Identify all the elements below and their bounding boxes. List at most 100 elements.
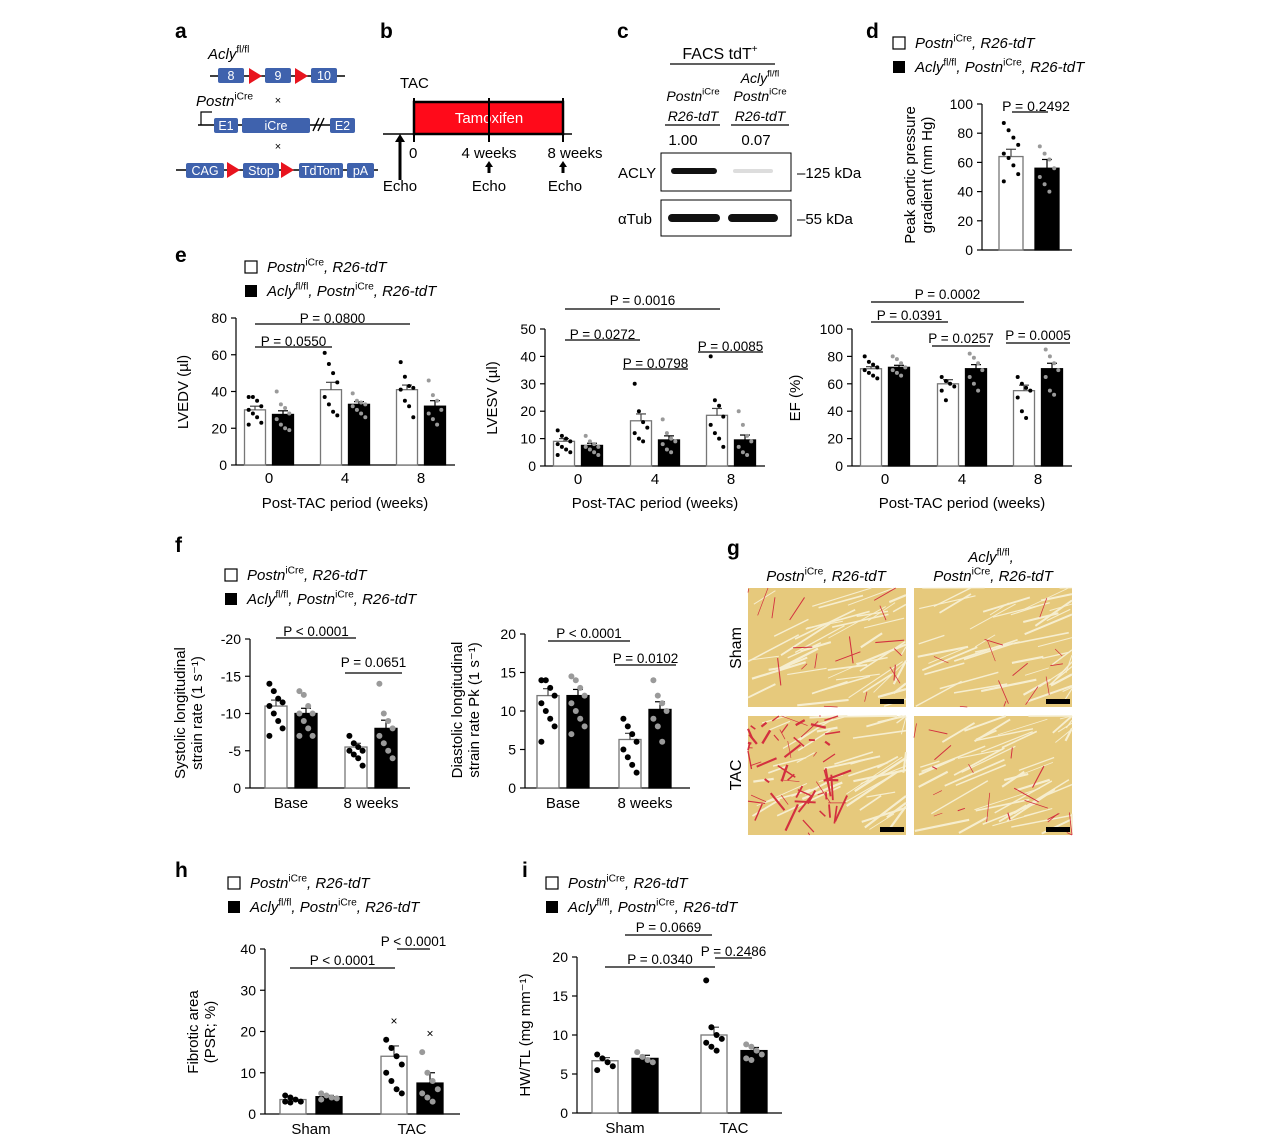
data-point-ko (300, 691, 307, 698)
y-tick-label: 20 (552, 949, 568, 965)
collagen-fiber (764, 778, 770, 784)
bar-wt (998, 155, 1024, 251)
data-point-ko (434, 1086, 441, 1093)
data-point-wt (713, 1047, 720, 1054)
tissue-streak (918, 634, 945, 645)
exon-box (311, 68, 337, 83)
legend-label-wt: PostniCre, R26-tdT (247, 565, 368, 584)
data-point-wt (297, 1098, 304, 1105)
data-point-ko (426, 411, 431, 416)
data-point-wt (564, 436, 569, 441)
data-point-ko (749, 439, 754, 444)
data-point-ko (274, 417, 279, 422)
data-point-ko (359, 400, 364, 405)
data-point-wt (398, 1061, 405, 1068)
text-part: Acly (207, 46, 238, 63)
collagen-fiber (889, 666, 901, 684)
collagen-fiber (769, 792, 786, 811)
data-point-wt (411, 415, 416, 420)
tissue-streak (975, 728, 1034, 742)
data-point-wt (555, 442, 560, 447)
tissue-streak (844, 715, 897, 718)
collagen-fiber (1025, 686, 1039, 705)
tissue-streak (1050, 673, 1073, 687)
collagen-fiber (771, 715, 780, 722)
collagen-fiber (810, 723, 827, 729)
data-point-ko (1043, 374, 1048, 379)
tissue-streak (747, 634, 800, 663)
data-point-ko (424, 1094, 431, 1101)
collagen-fiber (873, 587, 896, 601)
data-point-ko (980, 368, 985, 373)
data-point-ko (654, 723, 661, 730)
panel-label-b: b (380, 20, 393, 43)
data-point-wt (547, 715, 554, 722)
collagen-fiber (932, 790, 943, 796)
tissue-streak (1024, 667, 1050, 676)
y-tick-label: 0 (560, 1105, 568, 1121)
text-part: , R26-tdT (675, 899, 739, 916)
legend-swatch-ko (225, 593, 237, 605)
legend-swatch-wt (545, 876, 559, 890)
data-point-wt (398, 387, 403, 392)
data-point-ko (971, 355, 976, 360)
data-point-wt (402, 374, 407, 379)
p-value: P = 0.0257 (928, 331, 993, 346)
data-point-ko (753, 1047, 760, 1054)
p-value: P = 0.0798 (623, 356, 688, 371)
data-point-wt (259, 404, 264, 409)
chart-f2: 0 5 10 15 20 Diastolic longitudinal strain rat… (449, 626, 690, 812)
exon-box (214, 118, 238, 133)
arrowhead (395, 134, 405, 142)
data-point-ko (287, 428, 292, 433)
data-point-wt (407, 383, 412, 388)
exon-label: E1 (218, 119, 233, 133)
p-value: P < 0.0001 (381, 934, 446, 949)
p-value: P < 0.0001 (283, 624, 348, 639)
data-point-ko (568, 731, 575, 738)
collagen-fiber (781, 724, 789, 734)
data-point-ko (740, 422, 745, 427)
text-part: fl/fl (295, 281, 308, 292)
tissue-streak (818, 594, 864, 609)
exon-label: iCre (265, 119, 288, 133)
x-axis-label: Post-TAC period (weeks) (262, 495, 428, 512)
data-point-ko (583, 433, 588, 438)
data-point-wt (250, 411, 255, 416)
text-part: , R26-tdT (990, 568, 1054, 585)
data-point-wt (620, 715, 627, 722)
collagen-fiber (830, 774, 834, 801)
tissue-streak (769, 720, 791, 731)
tissue-streak (1013, 779, 1070, 815)
data-point-ko (748, 1043, 755, 1050)
data-point-ko (300, 717, 307, 724)
y-tick-label: 5 (508, 742, 516, 758)
data-point-ko (743, 1041, 750, 1048)
exon-box (243, 163, 279, 178)
panel-label-d: d (866, 20, 879, 43)
data-point-wt (346, 747, 353, 754)
data-point-ko (592, 450, 597, 455)
tissue-streak (787, 642, 822, 659)
tissue-streak (955, 764, 1006, 787)
tissue-streak (924, 662, 965, 676)
data-point-wt (1006, 128, 1011, 133)
loxp-triangle (281, 162, 294, 178)
y-tick-label: 10 (552, 1027, 568, 1043)
data-point-ko (577, 684, 584, 691)
cross-symbol: × (275, 141, 281, 153)
collagen-fiber (783, 743, 802, 759)
y-tick-label: 10 (240, 1065, 256, 1081)
text-part: iCre (288, 873, 307, 884)
y-tick-label: 20 (957, 213, 973, 229)
data-point-wt (383, 1036, 390, 1043)
panel-label-f: f (175, 534, 183, 557)
data-point-ko (1047, 354, 1052, 359)
data-point-wt (326, 361, 331, 366)
data-point-wt (636, 436, 641, 441)
collagen-fiber (819, 810, 826, 817)
histology-image (747, 714, 908, 836)
